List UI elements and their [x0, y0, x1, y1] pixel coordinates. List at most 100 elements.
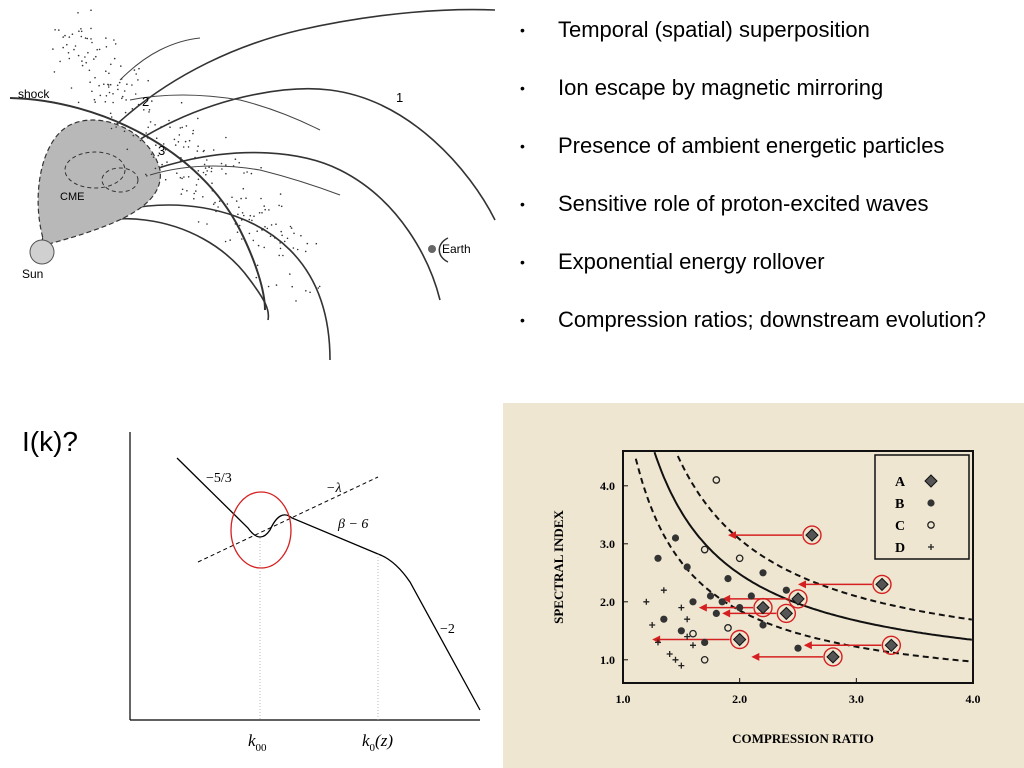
particle-dot: [202, 171, 205, 174]
data-point-b: [712, 609, 720, 617]
sun-label: Sun: [22, 267, 43, 281]
particle-dot: [164, 149, 167, 151]
particle-dot: [203, 163, 206, 166]
particle-dot: [279, 193, 282, 195]
data-point-a-highlight: [881, 635, 902, 656]
data-point-b: [794, 644, 802, 652]
data-point-b: [782, 586, 790, 594]
tick-layer: 1.0 2.0 3.0 4.0 1.0 2.0 3.0 4.0: [600, 479, 981, 706]
bullet-list: • Temporal (spatial) superposition • Ion e…: [520, 18, 1020, 366]
sun-icon: [29, 239, 55, 265]
particle-dot: [300, 234, 302, 237]
particle-dot: [131, 108, 134, 110]
particle-dot: [77, 12, 79, 14]
particle-dot: [105, 70, 107, 72]
particle-dot: [95, 55, 97, 58]
particle-dot: [105, 37, 107, 39]
particle-dot: [157, 154, 160, 157]
particle-dot: [90, 38, 92, 40]
shock-front: [9, 97, 266, 311]
particle-dot: [211, 182, 213, 184]
particle-dot: [206, 170, 208, 172]
fit-curve: [653, 451, 972, 641]
particle-dot: [137, 103, 140, 106]
particle-dot: [52, 48, 54, 50]
particle-dot: [94, 76, 96, 79]
particle-dot: [220, 162, 223, 165]
bullet-marker: •: [520, 196, 525, 212]
k0-label: k0(z): [362, 731, 393, 754]
data-point-c: [700, 545, 709, 554]
particle-dot: [77, 101, 80, 104]
particle-dot: [186, 190, 188, 192]
y-axis-title: SPECTRAL INDEX: [551, 510, 566, 624]
particle-dot: [78, 30, 80, 32]
particle-dot: [243, 214, 245, 217]
particle-dot: [252, 239, 255, 242]
particle-dot: [263, 205, 266, 207]
particle-dot: [212, 203, 215, 205]
particle-dot: [90, 27, 92, 30]
bullet-text: Temporal (spatial) superposition: [558, 17, 870, 42]
bullet-marker: •: [520, 254, 525, 270]
particle-dot: [178, 134, 181, 136]
data-point-b: [660, 615, 668, 623]
y-tick-label: 1.0: [600, 653, 615, 667]
data-point-d: [678, 604, 685, 611]
particle-dot: [180, 101, 183, 104]
particle-dot: [125, 99, 127, 101]
data-point-d: [684, 616, 691, 623]
particle-dot: [108, 72, 110, 75]
particle-dot: [113, 39, 115, 41]
shift-arrow-head: [751, 652, 760, 661]
particle-dot: [110, 63, 112, 66]
data-point-c: [712, 476, 721, 484]
particle-dot: [257, 244, 260, 247]
particle-dot: [197, 170, 200, 172]
particle-dot: [269, 235, 272, 238]
particle-dot: [124, 111, 127, 114]
particle-dot: [193, 197, 195, 200]
particle-dot: [123, 130, 126, 133]
particle-dot: [318, 285, 321, 288]
particle-dot: [88, 69, 91, 72]
particle-dot: [188, 139, 191, 142]
data-point-b: [701, 638, 709, 646]
particle-dot: [80, 35, 83, 38]
particle-dot: [179, 160, 182, 162]
particle-dot: [197, 117, 199, 120]
particle-dot: [309, 291, 311, 294]
particle-dot: [62, 36, 64, 38]
particle-dot: [126, 83, 128, 85]
particle-dot: [70, 87, 73, 89]
bullet-text: Exponential energy rollover: [558, 249, 825, 274]
particle-dot: [187, 146, 190, 148]
particle-dot: [238, 206, 240, 209]
data-point-b: [671, 534, 680, 542]
slope-minus2-label: −2: [440, 622, 455, 637]
data-point-c: [700, 655, 709, 664]
particle-dot: [108, 91, 111, 94]
particle-dot: [196, 150, 199, 152]
slope-beta-label: β − 6: [337, 517, 368, 532]
particle-dot: [74, 45, 77, 47]
particle-dot: [150, 153, 153, 155]
particle-dot: [242, 187, 245, 190]
data-point-a-highlight: [823, 647, 843, 667]
particle-dot: [217, 206, 219, 208]
cme-shock-diagram: shock CME Sun Earth 1 2 3: [9, 8, 496, 361]
particle-dot: [195, 184, 198, 186]
particle-dot: [187, 176, 190, 178]
particle-dot: [251, 219, 253, 222]
bullet-item: • Temporal (spatial) superposition: [520, 18, 1020, 42]
particle-dot: [112, 101, 114, 104]
particle-dot: [250, 172, 253, 175]
particle-dot: [152, 156, 155, 158]
bullet-text: Sensitive role of proton-excited waves: [558, 191, 929, 216]
particle-dot: [225, 172, 227, 175]
legend-marker: [927, 499, 935, 507]
particle-dot: [206, 223, 208, 225]
particle-dot: [147, 137, 149, 139]
data-point-a-highlight: [729, 629, 750, 650]
